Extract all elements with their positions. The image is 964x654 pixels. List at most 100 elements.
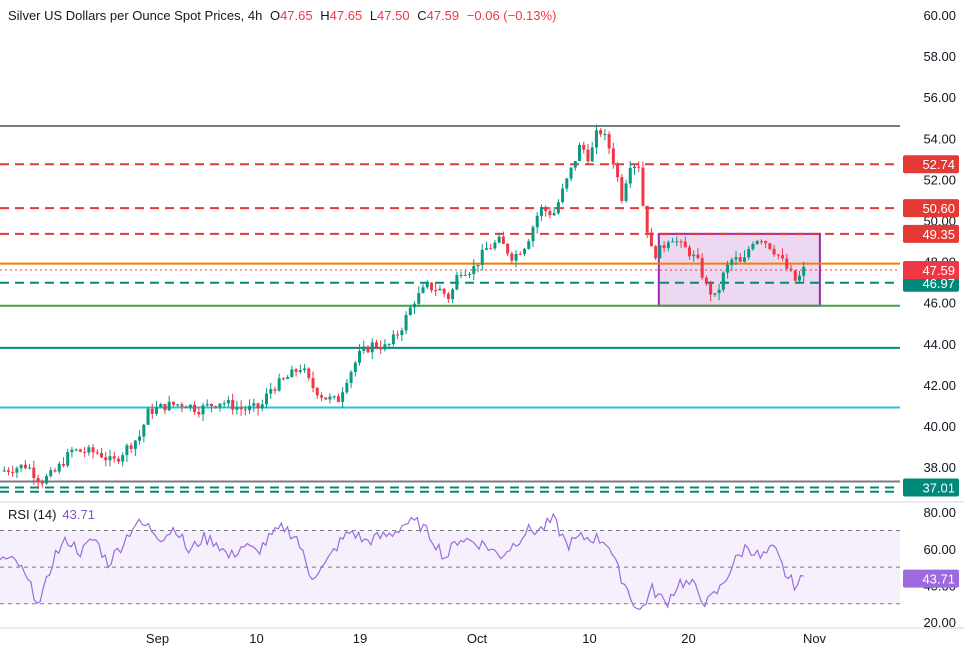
candle-body bbox=[755, 241, 759, 245]
candle-body bbox=[603, 134, 607, 136]
candle-body bbox=[171, 401, 175, 405]
candle-body bbox=[104, 457, 108, 461]
price-axis-label: 46.00 bbox=[923, 296, 956, 311]
high-label: H bbox=[320, 8, 330, 23]
candle-body bbox=[599, 130, 603, 135]
candle-body bbox=[341, 392, 345, 402]
price-axis-label: 56.00 bbox=[923, 90, 956, 105]
candle-body bbox=[789, 268, 793, 271]
candle-body bbox=[214, 406, 218, 408]
candle-body bbox=[455, 275, 459, 290]
rsi-legend: RSI (14) 43.71 bbox=[8, 507, 95, 522]
candle-body bbox=[497, 236, 501, 243]
rsi-axis-label: 20.00 bbox=[923, 615, 956, 630]
candle-body bbox=[713, 293, 717, 295]
candle-body bbox=[552, 213, 556, 216]
candle-body bbox=[535, 215, 539, 228]
candle-body bbox=[146, 408, 150, 425]
candles-group bbox=[2, 124, 806, 490]
candle-body bbox=[23, 464, 27, 469]
candle-body bbox=[472, 266, 476, 275]
candle-body bbox=[434, 290, 438, 292]
candle-body bbox=[74, 449, 78, 451]
candle-body bbox=[561, 188, 565, 203]
price-tag-label: 47.59 bbox=[922, 263, 955, 278]
candle-body bbox=[666, 242, 670, 248]
candle-body bbox=[793, 270, 797, 281]
candle-body bbox=[2, 470, 6, 472]
candle-body bbox=[616, 164, 620, 178]
candle-body bbox=[264, 393, 268, 405]
low-value: 47.50 bbox=[377, 8, 410, 23]
high-value: 47.65 bbox=[329, 8, 363, 23]
candle-body bbox=[142, 424, 146, 437]
rsi-value: 43.71 bbox=[62, 507, 95, 522]
candle-body bbox=[404, 315, 408, 331]
rsi-tag-label: 43.71 bbox=[922, 572, 955, 587]
price-axis-label: 54.00 bbox=[923, 131, 956, 146]
candle-body bbox=[586, 149, 590, 162]
candle-body bbox=[413, 303, 417, 308]
price-axis-label: 40.00 bbox=[923, 419, 956, 434]
candle-body bbox=[40, 482, 44, 484]
candle-body bbox=[421, 287, 425, 293]
candle-body bbox=[633, 166, 636, 169]
candle-body bbox=[556, 202, 560, 214]
chart-legend: Silver US Dollars per Ounce Spot Prices,… bbox=[8, 8, 556, 23]
price-axis-label: 42.00 bbox=[923, 378, 956, 393]
candle-body bbox=[679, 241, 683, 243]
candle-body bbox=[438, 288, 442, 291]
candle-body bbox=[252, 403, 256, 406]
candle-body bbox=[95, 452, 99, 454]
candle-body bbox=[768, 243, 772, 249]
price-tag-box bbox=[903, 261, 959, 280]
candle-body bbox=[231, 400, 235, 410]
candle-body bbox=[155, 407, 159, 414]
candle-body bbox=[332, 396, 336, 398]
candle-body bbox=[362, 346, 366, 351]
candle-body bbox=[83, 451, 87, 453]
symbol-title: Silver US Dollars per Ounce Spot Prices,… bbox=[8, 8, 263, 23]
candle-body bbox=[45, 476, 49, 484]
candle-body bbox=[387, 344, 391, 346]
candle-body bbox=[138, 436, 142, 441]
rsi-axis-label: 60.00 bbox=[923, 542, 956, 557]
candle-body bbox=[370, 342, 374, 353]
candle-body bbox=[159, 404, 163, 408]
price-tag-label: 50.60 bbox=[922, 201, 955, 216]
price-axis-label: 58.00 bbox=[923, 49, 956, 64]
candle-body bbox=[11, 471, 15, 473]
candle-body bbox=[379, 347, 383, 350]
candle-body bbox=[66, 452, 70, 466]
candle-body bbox=[573, 160, 577, 168]
candle-body bbox=[607, 134, 611, 149]
candle-body bbox=[675, 241, 679, 243]
candle-body bbox=[764, 241, 768, 244]
candle-body bbox=[239, 407, 243, 410]
candle-body bbox=[594, 130, 598, 148]
candle-body bbox=[645, 205, 649, 233]
candle-body bbox=[218, 403, 222, 408]
price-axis-label: 44.00 bbox=[923, 337, 956, 352]
candle-body bbox=[201, 405, 205, 415]
candle-body bbox=[205, 403, 209, 406]
candle-body bbox=[315, 388, 319, 396]
candle-body bbox=[248, 405, 252, 411]
candle-body bbox=[273, 389, 277, 391]
price-tag-box bbox=[903, 224, 959, 243]
candle-body bbox=[548, 211, 552, 216]
candle-body bbox=[307, 368, 311, 378]
candle-body bbox=[569, 167, 573, 179]
candle-body bbox=[100, 453, 104, 458]
candle-body bbox=[772, 248, 776, 255]
price-axis-label: 52.00 bbox=[923, 172, 956, 187]
candle-body bbox=[70, 449, 74, 453]
time-axis-label: 20 bbox=[681, 631, 695, 646]
candle-body bbox=[518, 253, 522, 255]
price-axis-label: 60.00 bbox=[923, 8, 956, 23]
candle-body bbox=[721, 272, 725, 290]
price-tag-label: 52.74 bbox=[922, 157, 955, 172]
low-label: L bbox=[369, 8, 378, 23]
